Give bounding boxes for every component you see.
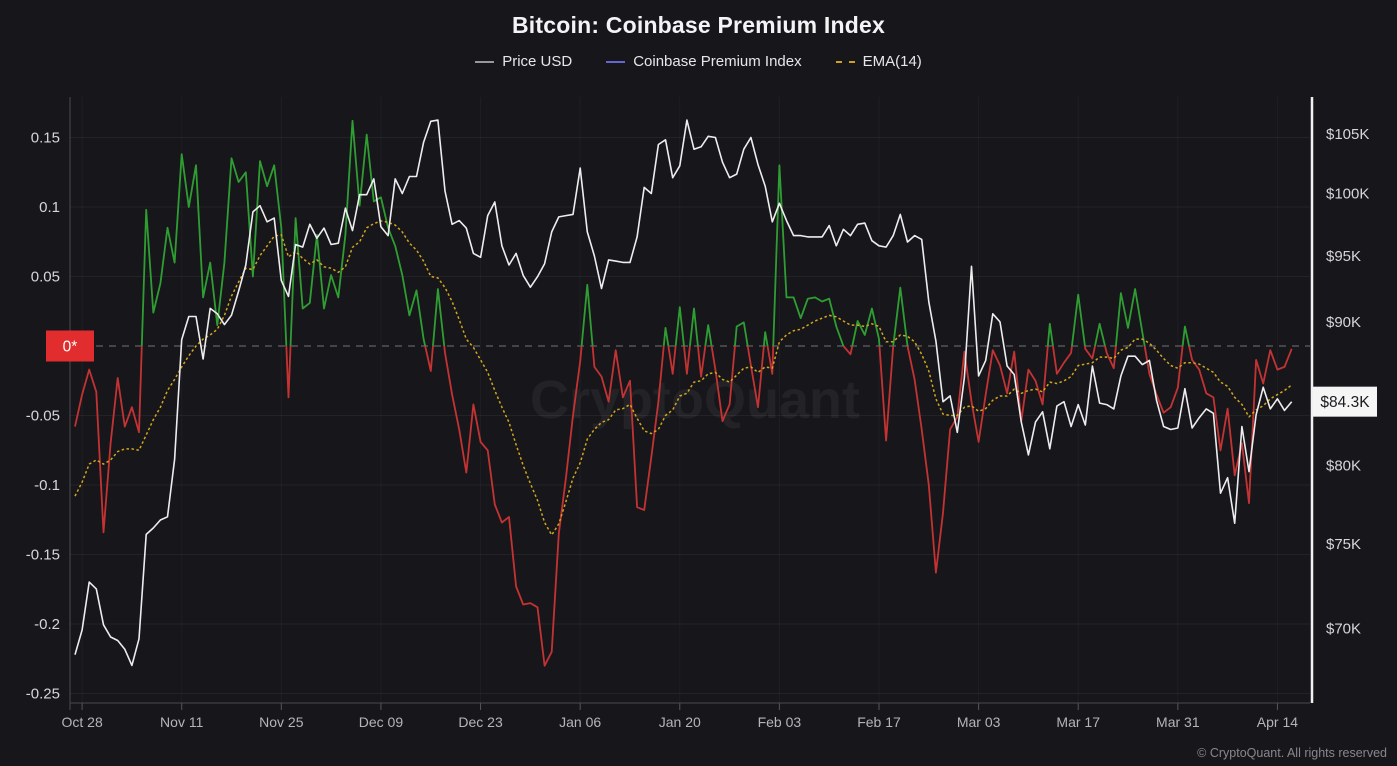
right-axis-tick-label: $105K <box>1326 126 1369 143</box>
premium-index-line-negative <box>74 346 1293 667</box>
legend-item-price-usd[interactable]: Price USD <box>475 53 572 70</box>
legend-item-ema14[interactable]: EMA(14) <box>835 53 922 70</box>
legend-item-coinbase-premium-index[interactable]: Coinbase Premium Index <box>606 53 802 70</box>
left-axis-tick-label: -0.25 <box>26 686 60 703</box>
left-axis-tick-label: 0.1 <box>39 199 60 216</box>
right-axis-tick-label: $75K <box>1326 536 1361 553</box>
cryptoquant-watermark: CryptoQuant <box>530 370 860 430</box>
chart-legend: Price USD Coinbase Premium Index EMA(14) <box>0 53 1397 70</box>
right-axis-tick-label: $80K <box>1326 457 1361 474</box>
zero-axis-badge <box>46 330 94 362</box>
premium-index-line-positive <box>140 119 1191 346</box>
x-axis-tick-label: Dec 09 <box>359 714 404 730</box>
ema-legend-marker-icon <box>835 60 855 63</box>
chart-header: Bitcoin: Coinbase Premium Index Price US… <box>0 0 1397 70</box>
axes-layer <box>69 97 1314 710</box>
x-axis-tick-label: Feb 03 <box>758 714 802 730</box>
x-axis-tick-label: Mar 03 <box>957 714 1001 730</box>
x-axis-tick-label: Dec 23 <box>458 714 503 730</box>
chart-title: Bitcoin: Coinbase Premium Index <box>512 12 885 38</box>
left-axis-tick-label: -0.15 <box>26 547 60 564</box>
current-price-badge <box>1313 386 1377 417</box>
x-axis-tick-label: Jan 20 <box>659 714 701 730</box>
x-axis-tick-label: Mar 31 <box>1156 714 1200 730</box>
svg-text:0*: 0* <box>63 339 78 356</box>
x-axis-tick-label: Oct 28 <box>61 714 102 730</box>
x-axis-tick-label: Apr 14 <box>1257 714 1298 730</box>
legend-label: Price USD <box>502 53 573 70</box>
legend-label: EMA(14) <box>862 53 922 70</box>
x-axis-tick-label: Mar 17 <box>1056 714 1100 730</box>
left-axis-tick-label: 0.05 <box>31 269 60 286</box>
x-axis-tick-label: Nov 11 <box>160 714 204 730</box>
axis-badges-layer: 0* $84.3K <box>46 330 1377 417</box>
premium-index-legend-marker-icon <box>606 60 626 63</box>
left-axis-tick-label: -0.1 <box>34 477 60 494</box>
left-axis-tick-label: -0.2 <box>34 616 60 633</box>
copyright-notice: © CryptoQuant. All rights reserved <box>1197 746 1387 760</box>
grid-layer <box>70 137 1310 694</box>
axis-labels-layer: Oct 28 Nov 11 Nov 25 Dec 09 Dec 23 Jan 06 Jan … <box>26 126 1370 730</box>
right-axis-tick-label: $70K <box>1326 620 1361 637</box>
right-axis-tick-label: $90K <box>1326 314 1361 331</box>
x-axis-tick-label: Jan 06 <box>559 714 601 730</box>
svg-text:$84.3K: $84.3K <box>1320 394 1370 411</box>
legend-label: Coinbase Premium Index <box>633 53 802 70</box>
price-usd-line <box>74 119 1293 667</box>
right-axis-tick-label: $95K <box>1326 248 1361 265</box>
x-axis-tick-label: Feb 17 <box>857 714 901 730</box>
ema14-line <box>74 220 1293 536</box>
price-usd-legend-marker-icon <box>475 60 495 63</box>
left-axis-tick-label: 0.15 <box>31 130 60 147</box>
left-axis-tick-label: -0.05 <box>26 408 60 425</box>
x-axis-tick-label: Nov 25 <box>259 714 304 730</box>
right-axis-tick-label: $100K <box>1326 185 1369 202</box>
series-layer <box>74 119 1293 667</box>
